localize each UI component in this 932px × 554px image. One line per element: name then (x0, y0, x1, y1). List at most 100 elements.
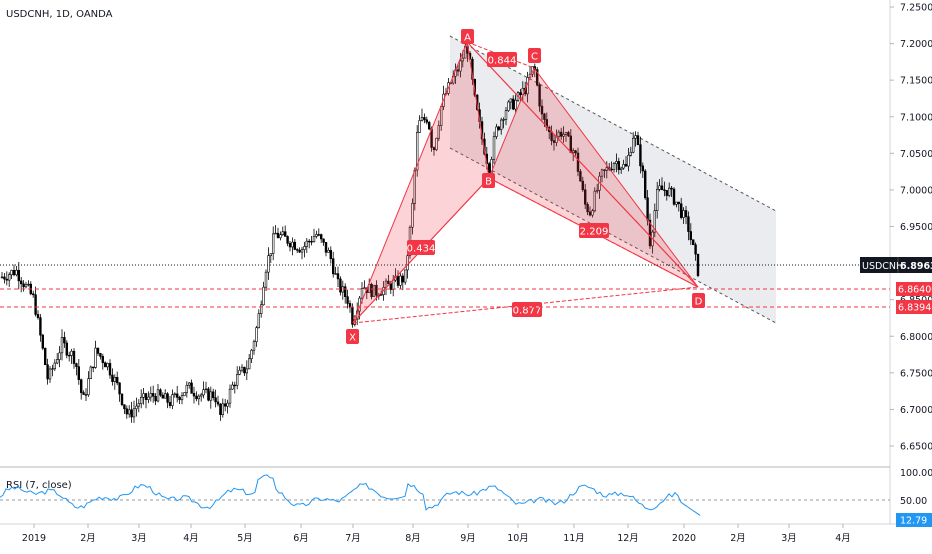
candle-body[interactable] (283, 231, 287, 237)
candle-body[interactable] (255, 327, 258, 342)
candle-body[interactable] (212, 391, 215, 399)
candle-body[interactable] (156, 389, 160, 402)
candle-body[interactable] (379, 294, 383, 296)
candle-body[interactable] (267, 255, 270, 273)
candle-body[interactable] (519, 92, 522, 96)
candle-body[interactable] (583, 189, 587, 205)
candle-body[interactable] (99, 353, 102, 357)
candle-body[interactable] (667, 187, 671, 196)
pattern-point-d[interactable]: D (692, 293, 705, 308)
candle-body[interactable] (295, 249, 299, 251)
candle-body[interactable] (679, 203, 683, 218)
candle-body[interactable] (132, 408, 136, 418)
candle-body[interactable] (8, 274, 11, 281)
candle-body[interactable] (262, 286, 265, 306)
candle-body[interactable] (92, 366, 95, 369)
candle-body[interactable] (176, 393, 179, 398)
candle-body[interactable] (492, 136, 496, 160)
candle-body[interactable] (586, 203, 589, 213)
candle-body[interactable] (675, 201, 678, 205)
candle-body[interactable] (10, 270, 13, 275)
candle-body[interactable] (43, 347, 47, 366)
current-price-badge[interactable]: USDCNH 6.89636 (860, 257, 932, 273)
candle-body[interactable] (281, 231, 284, 236)
candle-body[interactable] (346, 296, 349, 304)
candle-body[interactable] (185, 384, 188, 393)
candle-body[interactable] (200, 394, 203, 397)
candle-body[interactable] (639, 144, 642, 167)
candle-body[interactable] (72, 350, 76, 364)
ratio-label-xb[interactable]: 0.434 (407, 240, 436, 255)
candle-body[interactable] (41, 334, 45, 349)
candle-body[interactable] (406, 255, 409, 271)
candle-body[interactable] (425, 119, 428, 123)
candle-body[interactable] (264, 271, 268, 288)
candle-body[interactable] (562, 134, 565, 137)
candle-body[interactable] (142, 393, 145, 398)
candle-body[interactable] (591, 210, 594, 216)
candle-body[interactable] (12, 270, 16, 276)
candle-body[interactable] (571, 150, 575, 153)
candle-body[interactable] (389, 283, 392, 290)
candle-body[interactable] (245, 368, 248, 374)
candle-body[interactable] (116, 376, 119, 384)
candle-body[interactable] (22, 283, 25, 288)
candle-body[interactable] (303, 246, 306, 250)
candle-body[interactable] (552, 140, 556, 143)
candle-body[interactable] (75, 363, 78, 367)
candle-body[interactable] (252, 341, 256, 351)
time-axis[interactable]: 2019 2月 3月 4月 5月 6月 7月 8月 9月 10月 11月 12月 2020 2月 3月 4月 (22, 524, 851, 544)
candle-body[interactable] (622, 164, 625, 169)
candle-body[interactable] (257, 313, 260, 329)
candle-body[interactable] (65, 342, 69, 356)
candle-body[interactable] (240, 366, 244, 371)
candle-body[interactable] (87, 378, 90, 396)
candle-body[interactable] (68, 354, 71, 357)
candle-body[interactable] (190, 382, 193, 394)
candle-body[interactable] (207, 388, 210, 401)
candle-body[interactable] (168, 402, 172, 406)
candle-body[interactable] (188, 382, 191, 386)
candle-body[interactable] (576, 152, 580, 172)
candle-body[interactable] (130, 409, 133, 418)
candle-body[interactable] (60, 337, 64, 354)
candle-body[interactable] (324, 242, 328, 253)
candle-body[interactable] (77, 366, 81, 380)
candle-body[interactable] (504, 110, 508, 120)
candle-body[interactable] (694, 244, 697, 255)
candle-body[interactable] (209, 391, 212, 401)
candle-body[interactable] (588, 211, 592, 216)
candle-body[interactable] (540, 105, 544, 115)
candle-body[interactable] (305, 240, 308, 247)
candle-body[interactable] (111, 374, 114, 382)
candle-body[interactable] (164, 393, 167, 399)
candle-body[interactable] (55, 359, 59, 364)
candle-body[interactable] (36, 314, 40, 318)
candle-body[interactable] (140, 397, 143, 404)
candle-body[interactable] (648, 219, 652, 247)
candle-body[interactable] (415, 132, 419, 171)
candle-body[interactable] (459, 60, 462, 72)
candle-body[interactable] (646, 197, 649, 221)
candlestick-series[interactable] (0, 37, 700, 423)
candle-body[interactable] (300, 249, 304, 253)
candle-body[interactable] (511, 98, 515, 110)
candle-body[interactable] (665, 190, 669, 196)
candle-body[interactable] (173, 393, 176, 396)
candle-body[interactable] (418, 120, 421, 133)
candle-body[interactable] (108, 363, 112, 376)
candle-body[interactable] (288, 243, 292, 248)
candle-body[interactable] (432, 147, 436, 151)
candle-body[interactable] (687, 216, 690, 232)
candle-body[interactable] (17, 269, 20, 282)
candle-body[interactable] (94, 347, 97, 368)
candle-body[interactable] (634, 135, 637, 139)
candle-body[interactable] (276, 232, 280, 239)
candle-body[interactable] (507, 101, 510, 111)
candle-body[interactable] (641, 165, 645, 172)
candle-body[interactable] (682, 210, 685, 218)
candle-body[interactable] (70, 350, 73, 356)
candle-body[interactable] (557, 131, 561, 138)
candle-body[interactable] (624, 164, 628, 167)
candle-body[interactable] (360, 288, 364, 299)
